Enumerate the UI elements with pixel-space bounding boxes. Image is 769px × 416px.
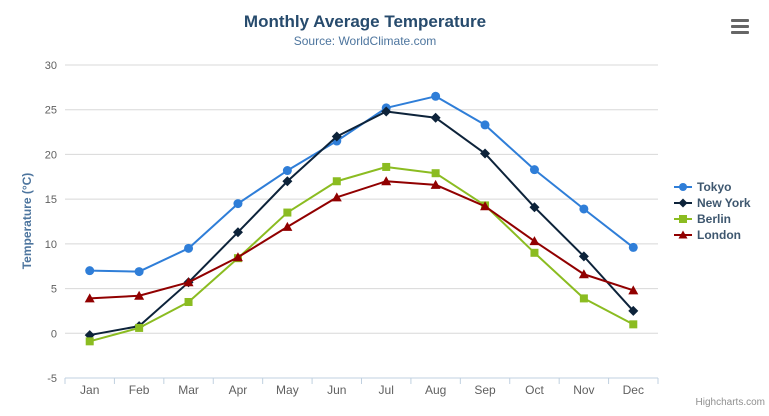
data-point[interactable] xyxy=(134,290,145,300)
data-point[interactable] xyxy=(381,106,392,117)
data-point[interactable] xyxy=(430,112,441,123)
legend-label: New York xyxy=(697,196,751,210)
diamond-marker-icon xyxy=(674,198,692,208)
legend-label: Tokyo xyxy=(697,180,732,194)
data-point[interactable] xyxy=(85,337,94,346)
data-point[interactable] xyxy=(628,242,638,252)
data-point[interactable] xyxy=(529,202,540,213)
y-axis-tick-label: 20 xyxy=(45,149,57,161)
data-point[interactable] xyxy=(183,277,194,287)
x-axis-label: Jun xyxy=(327,383,346,397)
highcharts-credit-link[interactable]: Highcharts.com xyxy=(695,397,765,408)
data-point[interactable] xyxy=(331,192,342,202)
x-axis-label: Oct xyxy=(525,383,544,397)
y-axis-tick-label: -5 xyxy=(47,373,57,385)
data-point[interactable] xyxy=(529,165,539,175)
legend-marker xyxy=(678,198,688,208)
x-axis-label: Jul xyxy=(379,383,394,397)
data-point[interactable] xyxy=(628,305,639,316)
data-point[interactable] xyxy=(480,148,491,159)
x-axis-label: Sep xyxy=(474,383,496,397)
data-point[interactable] xyxy=(134,267,144,277)
data-point[interactable] xyxy=(381,176,392,186)
legend-marker xyxy=(679,215,687,223)
x-axis-label: Apr xyxy=(229,383,248,397)
data-point[interactable] xyxy=(184,297,193,306)
chart-subtitle: Source: WorldClimate.com xyxy=(293,34,437,48)
data-point[interactable] xyxy=(578,251,589,262)
chart-title: Monthly Average Temperature xyxy=(243,12,487,31)
series-line-new-york xyxy=(89,110,635,337)
y-axis-tick-label: 25 xyxy=(45,105,57,117)
data-point[interactable] xyxy=(85,266,95,276)
x-axis-label: Dec xyxy=(623,383,644,397)
legend-item-london[interactable]: London xyxy=(673,227,751,243)
x-axis-label: Nov xyxy=(573,383,594,397)
data-point[interactable] xyxy=(431,91,441,101)
y-axis-tick-label: 30 xyxy=(45,60,57,72)
series-line-london xyxy=(89,180,634,300)
hamburger-menu-icon xyxy=(731,31,749,34)
data-point[interactable] xyxy=(184,243,194,253)
y-axis-title: Temperature (°C) xyxy=(20,172,34,270)
legend: Tokyo New York Berlin London xyxy=(673,179,751,243)
square-marker-icon xyxy=(674,215,692,223)
data-point[interactable] xyxy=(480,120,490,130)
y-axis-tick-label: 10 xyxy=(45,239,57,251)
legend-marker xyxy=(679,183,687,191)
data-point[interactable] xyxy=(579,294,588,303)
hamburger-menu-icon xyxy=(731,19,749,22)
data-point[interactable] xyxy=(232,252,243,262)
data-point[interactable] xyxy=(382,162,391,171)
data-point[interactable] xyxy=(530,248,539,257)
legend-marker xyxy=(678,230,688,239)
data-point[interactable] xyxy=(480,201,491,211)
data-point[interactable] xyxy=(331,131,342,142)
data-point[interactable] xyxy=(431,169,440,178)
y-axis-tick-label: 5 xyxy=(51,284,57,296)
y-axis-tick-label: 15 xyxy=(45,194,57,206)
legend-item-berlin[interactable]: Berlin xyxy=(673,211,751,227)
data-point[interactable] xyxy=(579,204,589,214)
triangle-marker-icon xyxy=(674,230,692,239)
data-point[interactable] xyxy=(282,221,293,231)
data-point[interactable] xyxy=(233,199,243,209)
data-point[interactable] xyxy=(232,227,243,238)
legend-label: Berlin xyxy=(697,212,732,226)
data-point[interactable] xyxy=(282,166,292,176)
data-point[interactable] xyxy=(332,177,341,186)
data-point[interactable] xyxy=(282,176,293,187)
data-point[interactable] xyxy=(283,208,292,217)
data-point[interactable] xyxy=(135,323,144,332)
data-point[interactable] xyxy=(629,320,638,329)
data-point[interactable] xyxy=(628,285,639,295)
data-point[interactable] xyxy=(578,269,589,279)
circle-marker-icon xyxy=(674,183,692,191)
series-tokyo xyxy=(85,91,638,277)
series-new-york xyxy=(84,106,639,341)
legend-item-tokyo[interactable]: Tokyo xyxy=(673,179,751,195)
x-axis-label: May xyxy=(276,383,299,397)
series-line-berlin xyxy=(89,165,634,343)
legend-item-new-york[interactable]: New York xyxy=(673,195,751,211)
y-axis-tick-label: 0 xyxy=(51,328,57,340)
legend-label: London xyxy=(697,228,741,242)
x-axis-label: Aug xyxy=(425,383,446,397)
x-axis-label: Mar xyxy=(178,383,199,397)
export-menu-button[interactable] xyxy=(731,19,749,34)
x-axis-label: Feb xyxy=(129,383,150,397)
data-point[interactable] xyxy=(430,179,441,189)
data-point[interactable] xyxy=(84,293,95,303)
series-london xyxy=(84,176,639,303)
series-line-tokyo xyxy=(89,95,634,273)
x-axis-label: Jan xyxy=(80,383,99,397)
hamburger-menu-icon xyxy=(731,25,749,28)
data-point[interactable] xyxy=(529,236,540,246)
